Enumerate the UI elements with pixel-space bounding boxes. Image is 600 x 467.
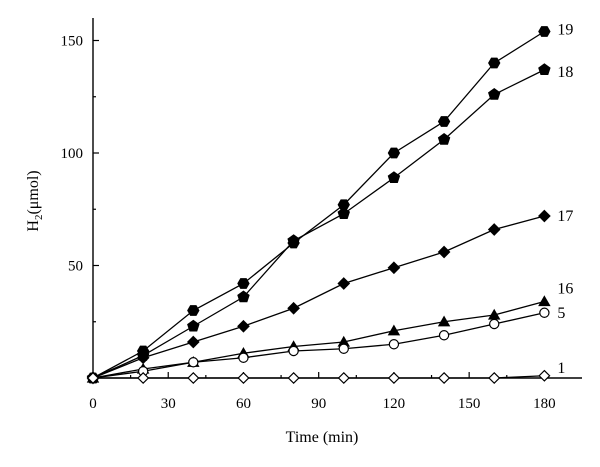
x-tick-label-150: 150 <box>458 396 481 412</box>
x-tick-label-0: 0 <box>89 396 97 412</box>
series-label-5: 5 <box>557 305 565 322</box>
point-5-180 <box>539 307 550 318</box>
y-axis-title-subscript: 2 <box>33 215 45 221</box>
point-18-140 <box>437 132 451 145</box>
point-1-100 <box>337 371 350 385</box>
point-1-180 <box>538 369 551 382</box>
point-1-40 <box>187 371 200 385</box>
x-tick-label-90: 90 <box>311 396 326 412</box>
x-tick-label-60: 60 <box>236 396 251 412</box>
point-5-160 <box>489 318 500 330</box>
point-18-120 <box>387 171 401 184</box>
series-label-19: 19 <box>557 22 573 39</box>
point-19-140 <box>437 116 451 127</box>
y-axis-title-unit: (μmol) <box>25 170 42 214</box>
point-16-180 <box>538 295 551 307</box>
y-tick-label-150: 150 <box>61 34 84 50</box>
series-18: 18 <box>86 63 573 384</box>
y-tick-label-100: 100 <box>61 146 84 162</box>
series-line-5 <box>92 312 545 379</box>
series-1: 1 <box>86 360 565 385</box>
point-19-40 <box>187 305 200 316</box>
point-5-40 <box>188 357 199 368</box>
point-19-160 <box>488 57 501 69</box>
point-17-120 <box>387 261 401 275</box>
point-17-60 <box>237 319 250 333</box>
point-19-60 <box>237 278 250 289</box>
plot-area: 19 18 17 16 5 1 <box>86 22 573 385</box>
series-label-16: 16 <box>557 281 573 298</box>
point-1-20 <box>137 371 150 385</box>
point-18-180 <box>538 63 551 76</box>
point-5-80 <box>288 345 299 357</box>
series-label-18: 18 <box>557 64 573 81</box>
point-1-140 <box>438 371 451 385</box>
point-1-0 <box>86 371 100 385</box>
series-line-17 <box>92 215 545 379</box>
point-16-120 <box>387 324 401 336</box>
point-19-120 <box>387 147 401 159</box>
series-line-1 <box>93 375 545 379</box>
x-axis-title: Time (min) <box>286 429 359 446</box>
series-label-1: 1 <box>557 360 565 377</box>
series-line-18 <box>92 69 545 379</box>
series-19: 19 <box>86 22 573 384</box>
point-18-80 <box>287 234 300 247</box>
point-18-100 <box>337 207 350 220</box>
point-5-120 <box>388 339 400 350</box>
point-18-60 <box>237 290 250 303</box>
point-17-40 <box>186 335 200 349</box>
y-axis-title-main: H <box>25 220 42 232</box>
point-1-120 <box>387 371 400 385</box>
point-5-100 <box>338 343 349 354</box>
point-18-40 <box>187 319 200 332</box>
axes <box>92 18 582 379</box>
series-line-19 <box>92 30 545 379</box>
series-17: 17 <box>86 208 573 385</box>
series-label-17: 17 <box>557 208 573 225</box>
series-line-16 <box>92 300 545 379</box>
series-16: 16 <box>86 281 573 383</box>
x-tick-label-30: 30 <box>161 396 176 412</box>
x-tick-label-180: 180 <box>533 396 556 412</box>
y-axis-title: H2(μmol) <box>25 170 45 231</box>
point-17-140 <box>437 245 451 259</box>
point-18-160 <box>488 87 501 100</box>
y-tick-label-50: 50 <box>68 259 83 275</box>
point-5-140 <box>438 330 450 341</box>
point-5-60 <box>238 352 249 363</box>
point-1-60 <box>237 371 250 385</box>
x-tick-label-120: 120 <box>383 396 406 412</box>
point-17-160 <box>487 223 501 236</box>
point-17-180 <box>538 209 551 223</box>
point-19-180 <box>538 26 551 37</box>
ticks: 0 30 60 90 120 150 180 50 100 150 <box>61 34 556 413</box>
point-17-100 <box>337 277 351 290</box>
point-17-80 <box>287 301 300 315</box>
point-1-160 <box>488 371 501 385</box>
point-16-140 <box>437 315 451 327</box>
point-1-80 <box>287 371 300 385</box>
